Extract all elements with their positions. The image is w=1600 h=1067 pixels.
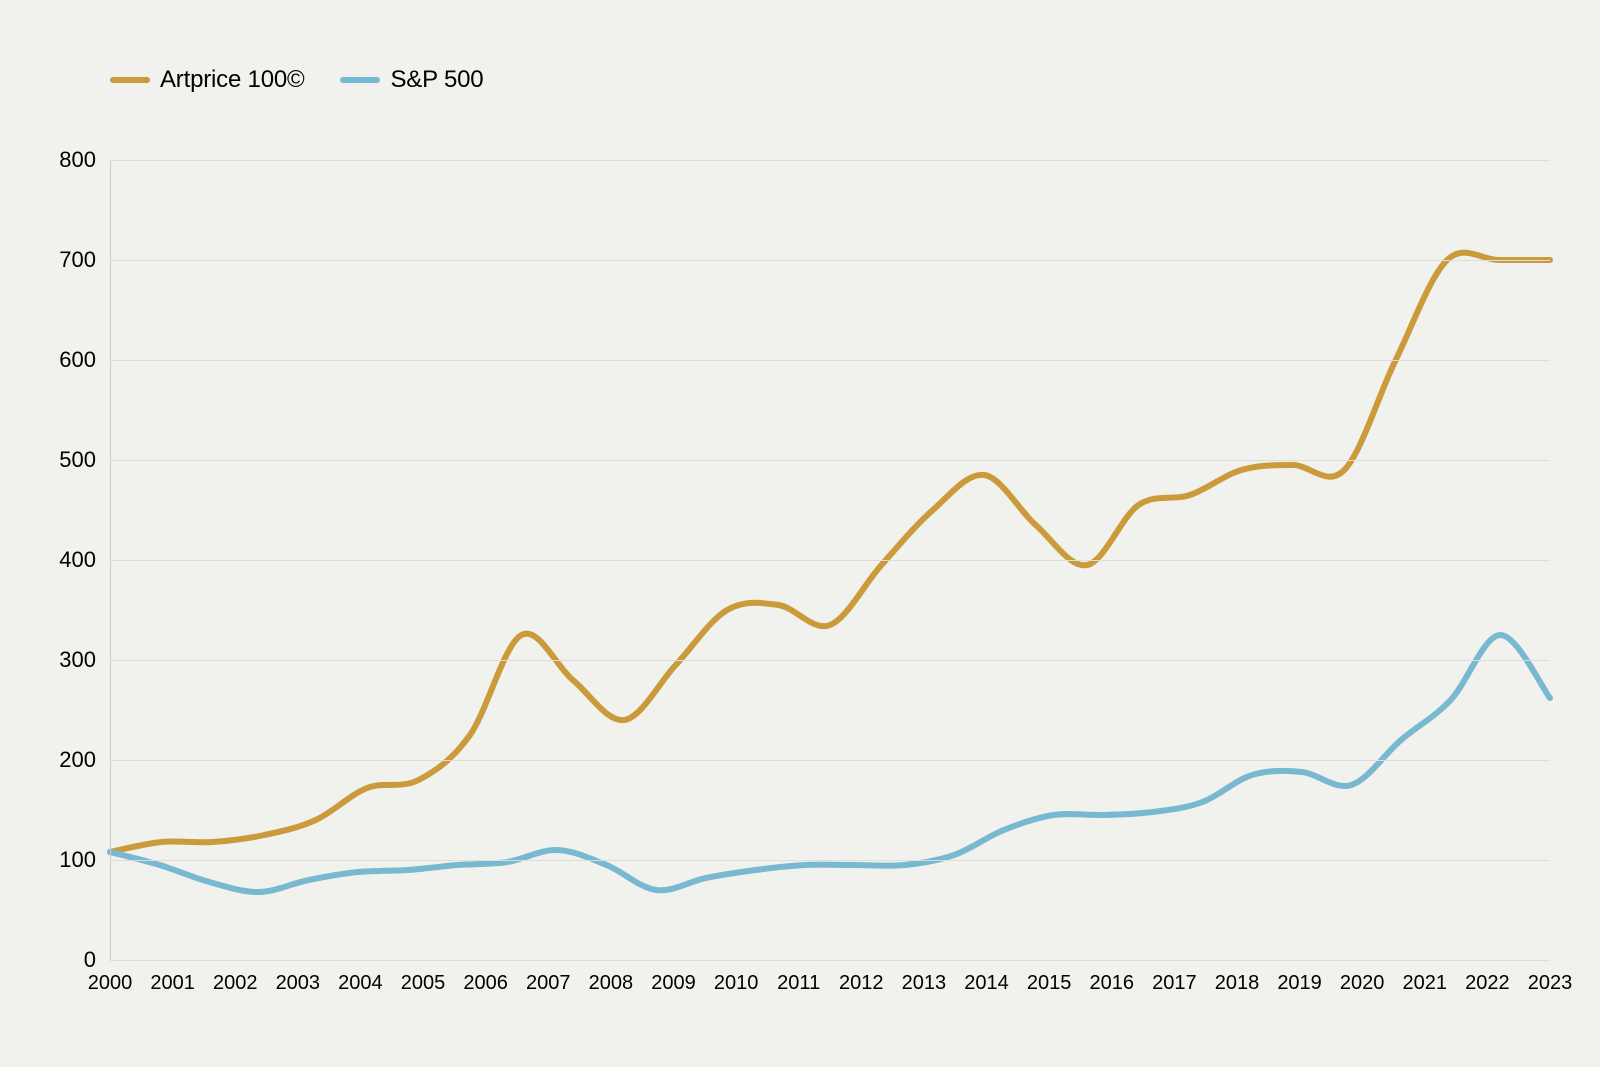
x-tick-label: 2006 [463, 972, 508, 995]
plot-area: 0100200300400500600700800200020012002200… [110, 160, 1550, 960]
x-tick-label: 2021 [1403, 972, 1448, 995]
series-line-sp500 [110, 635, 1550, 892]
x-tick-label: 2017 [1152, 972, 1197, 995]
gridline [110, 960, 1550, 961]
x-tick-label: 2008 [589, 972, 634, 995]
chart-legend: Artprice 100© S&P 500 [110, 66, 483, 94]
gridline [110, 260, 1550, 261]
legend-swatch-sp500 [340, 77, 380, 83]
x-tick-label: 2001 [150, 972, 195, 995]
gridline [110, 460, 1550, 461]
x-tick-label: 2003 [276, 972, 321, 995]
legend-swatch-artprice [110, 77, 150, 83]
y-tick-label: 600 [59, 347, 96, 373]
y-tick-label: 800 [59, 147, 96, 173]
gridline [110, 360, 1550, 361]
gridline [110, 560, 1550, 561]
x-tick-label: 2023 [1528, 972, 1573, 995]
gridline [110, 660, 1550, 661]
x-tick-label: 2018 [1215, 972, 1260, 995]
x-tick-label: 2020 [1340, 972, 1385, 995]
x-tick-label: 2007 [526, 972, 571, 995]
y-tick-label: 200 [59, 747, 96, 773]
y-tick-label: 300 [59, 647, 96, 673]
x-tick-label: 2022 [1465, 972, 1510, 995]
gridline [110, 860, 1550, 861]
x-tick-label: 2014 [964, 972, 1009, 995]
y-axis [110, 160, 111, 960]
x-tick-label: 2015 [1027, 972, 1072, 995]
x-tick-label: 2010 [714, 972, 759, 995]
x-tick-label: 2002 [213, 972, 258, 995]
x-tick-label: 2004 [338, 972, 383, 995]
y-tick-label: 0 [84, 947, 96, 973]
y-tick-label: 400 [59, 547, 96, 573]
line-chart: Artprice 100© S&P 500 010020030040050060… [0, 0, 1600, 1067]
legend-label-artprice: Artprice 100© [160, 66, 304, 94]
x-tick-label: 2016 [1089, 972, 1134, 995]
x-tick-label: 2000 [88, 972, 133, 995]
x-tick-label: 2019 [1277, 972, 1322, 995]
x-tick-label: 2009 [651, 972, 696, 995]
y-tick-label: 500 [59, 447, 96, 473]
y-tick-label: 700 [59, 247, 96, 273]
x-tick-label: 2012 [839, 972, 884, 995]
y-tick-label: 100 [59, 847, 96, 873]
legend-label-sp500: S&P 500 [390, 66, 483, 94]
x-tick-label: 2011 [777, 972, 820, 995]
gridline [110, 760, 1550, 761]
x-tick-label: 2005 [401, 972, 446, 995]
legend-item-artprice: Artprice 100© [110, 66, 304, 94]
legend-item-sp500: S&P 500 [340, 66, 483, 94]
gridline [110, 160, 1550, 161]
series-line-artprice [110, 253, 1550, 852]
x-tick-label: 2013 [902, 972, 947, 995]
